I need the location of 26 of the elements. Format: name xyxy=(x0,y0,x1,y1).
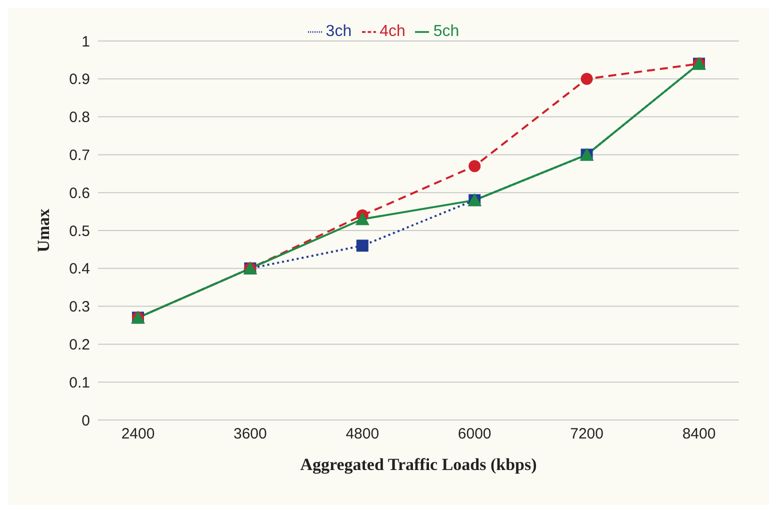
point xyxy=(356,240,368,252)
x-tick-label: 3600 xyxy=(234,426,267,443)
y-tick-label: 0.1 xyxy=(69,374,90,392)
y-tick-label: 0.3 xyxy=(69,298,90,316)
x-axis-title: Aggregated Traffic Loads (kbps) xyxy=(300,455,537,474)
x-tick-label: 6000 xyxy=(458,426,492,443)
y-tick-label: 0.2 xyxy=(69,336,90,354)
y-tick-label: 0.9 xyxy=(69,71,90,88)
y-tick-label: 0.8 xyxy=(69,109,90,126)
x-tick-label: 8400 xyxy=(682,426,716,443)
y-tick-label: 0 xyxy=(82,412,90,430)
y-tick-label: 0.4 xyxy=(69,260,90,278)
y-tick-label: 0.7 xyxy=(69,147,90,164)
y-axis-title: Umax xyxy=(34,208,54,252)
x-tick-label: 4800 xyxy=(346,426,380,443)
y-tick-label: 1 xyxy=(82,33,90,50)
y-tick-label: 0.5 xyxy=(69,222,90,240)
legend-label: 4ch xyxy=(380,23,406,40)
y-tick-label: 0.6 xyxy=(69,184,90,202)
legend-label: 5ch xyxy=(433,23,460,40)
x-tick-label: 2400 xyxy=(121,426,155,443)
point xyxy=(580,72,593,85)
point xyxy=(468,160,481,172)
legend-label: 3ch xyxy=(326,23,352,40)
x-tick-label: 7200 xyxy=(570,426,604,443)
point xyxy=(355,212,370,226)
